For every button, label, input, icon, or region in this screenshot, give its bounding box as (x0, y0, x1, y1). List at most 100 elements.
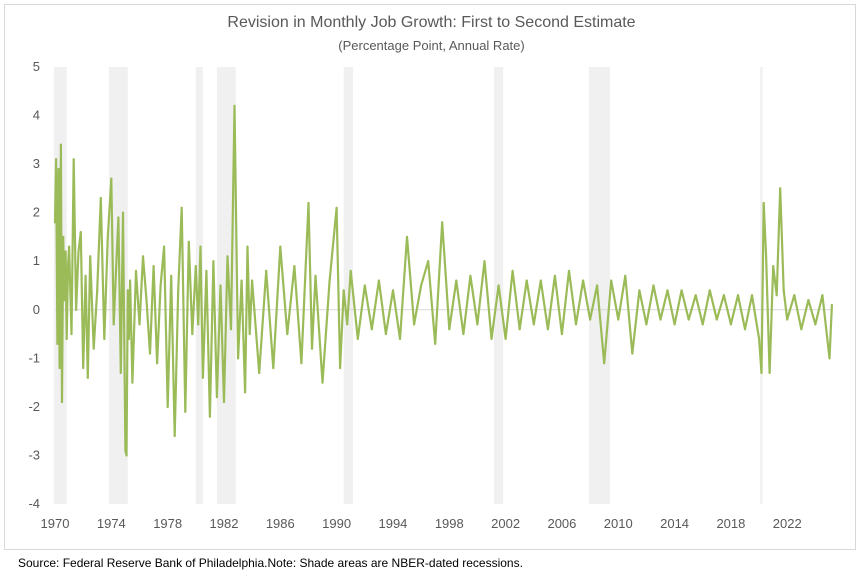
y-tick-label: 4 (33, 108, 40, 123)
chart-subtitle: (Percentage Point, Annual Rate) (338, 38, 525, 53)
data-point (141, 255, 145, 258)
data-point (441, 221, 444, 224)
data-point (67, 245, 71, 248)
data-point (638, 289, 641, 292)
data-point (391, 289, 395, 292)
data-point (127, 337, 131, 341)
data-point (66, 264, 70, 268)
data-point (370, 328, 373, 331)
data-point (687, 318, 690, 321)
data-point (420, 284, 423, 287)
data-point (152, 264, 155, 268)
data-point (511, 269, 514, 273)
data-point (762, 201, 765, 205)
data-point (163, 245, 166, 248)
data-point (715, 318, 718, 321)
data-point (328, 279, 331, 282)
x-tick-label: 2018 (716, 516, 745, 531)
data-point (55, 158, 58, 161)
y-axis: 5 4 3 2 1 0 -1 -2 -3 -4 (28, 59, 40, 511)
data-point (208, 415, 211, 418)
source-note: Source: Federal Reserve Bank of Philadel… (18, 556, 523, 570)
data-point (56, 342, 59, 345)
data-point (342, 289, 345, 292)
x-axis: 1970 1974 1978 1982 1986 1990 1994 1998 2002 2006… (41, 516, 802, 531)
data-point (652, 284, 655, 287)
x-tick-label: 1990 (322, 516, 351, 531)
data-point (772, 264, 775, 268)
data-point (121, 211, 125, 214)
data-point (384, 332, 388, 336)
data-point (525, 279, 528, 282)
data-point (240, 279, 243, 282)
data-point (300, 362, 303, 365)
data-point (112, 323, 115, 326)
data-point (539, 279, 542, 282)
data-point (434, 342, 437, 345)
data-point (103, 337, 106, 341)
data-point (201, 376, 204, 379)
data-point (427, 260, 430, 263)
data-point (131, 381, 134, 384)
data-point (92, 347, 95, 350)
x-tick-label: 2002 (491, 516, 520, 531)
data-point (53, 221, 57, 224)
data-point (314, 274, 317, 277)
data-point (126, 289, 129, 292)
data-point (64, 250, 67, 253)
data-point (59, 143, 63, 146)
data-point (708, 289, 711, 292)
data-point (398, 337, 402, 341)
data-point (765, 255, 768, 258)
data-point (82, 366, 85, 370)
data-point (743, 328, 747, 331)
data-point (145, 298, 148, 302)
data-point (553, 274, 556, 277)
data-point (117, 216, 120, 219)
data-point (63, 298, 66, 302)
data-point (194, 264, 197, 268)
y-tick-label: -2 (28, 399, 40, 414)
data-point (170, 274, 173, 277)
data-point (58, 366, 61, 370)
x-tick-label: 2022 (773, 516, 802, 531)
data-point (673, 323, 676, 326)
data-point (124, 449, 127, 452)
data-point (828, 357, 831, 360)
data-point (779, 187, 782, 190)
data-point (57, 167, 60, 171)
data-point (363, 284, 366, 287)
data-point (219, 284, 222, 287)
data-point (293, 264, 296, 268)
data-point (166, 405, 169, 408)
data-point (483, 260, 486, 263)
data-point (624, 274, 627, 277)
data-point (279, 245, 282, 248)
data-point (694, 294, 697, 297)
data-point (821, 294, 824, 297)
data-point (455, 279, 458, 282)
data-point (84, 274, 87, 277)
data-point (180, 206, 183, 209)
data-point (114, 269, 118, 273)
data-point (125, 454, 128, 457)
data-point (199, 245, 202, 248)
data-point (222, 400, 226, 404)
data-point (65, 337, 68, 341)
data-point (77, 250, 80, 253)
data-point (79, 230, 82, 234)
y-tick-label: 2 (33, 205, 40, 220)
recession-band-5 (343, 67, 354, 504)
data-point (251, 279, 254, 282)
data-point (286, 332, 289, 336)
data-point (729, 323, 733, 326)
data-point (229, 328, 233, 331)
data-point (106, 235, 109, 239)
x-tick-label: 1970 (41, 516, 70, 531)
data-point (645, 323, 648, 326)
data-point (128, 279, 132, 282)
data-point (567, 269, 571, 273)
data-point (191, 332, 194, 336)
chart-title: Revision in Monthly Job Growth: First to… (227, 14, 636, 31)
data-point (99, 197, 102, 200)
